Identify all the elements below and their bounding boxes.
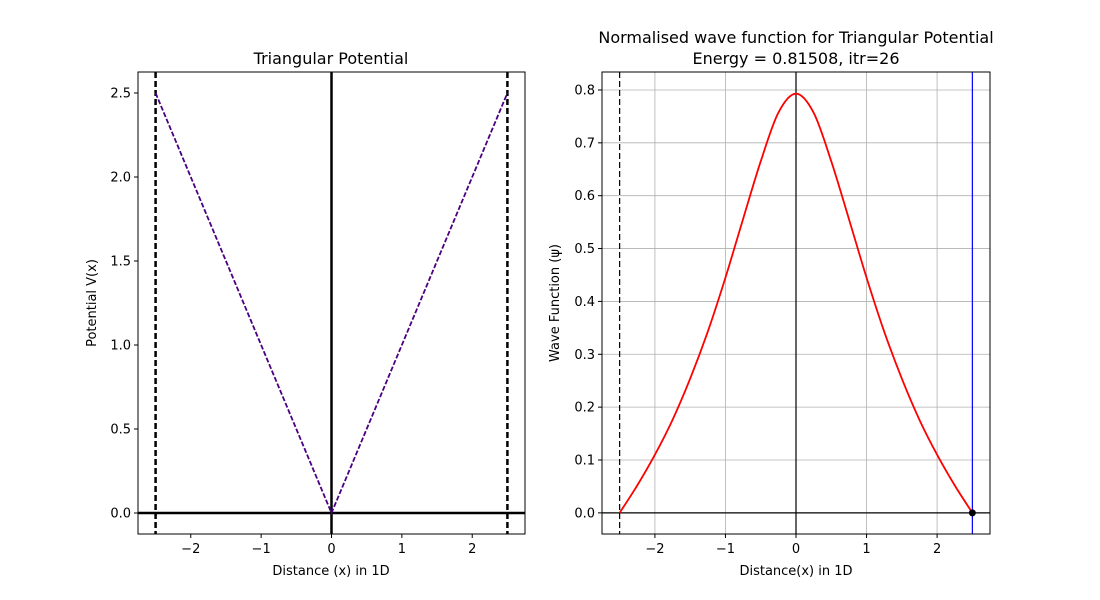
x-ticks: −2 −1 0 1 2: [645, 534, 941, 557]
x-tick-label: 1: [862, 542, 870, 557]
y-tick-label: 0.2: [574, 401, 595, 416]
wave-function-line: [618, 92, 974, 514]
y-axis-label: Potential V(x): [85, 259, 100, 347]
y-tick-label: 2.5: [110, 87, 131, 102]
x-axis-label: Distance (x) in 1D: [272, 564, 389, 579]
plot-layer: [138, 72, 525, 534]
y-ticks: 0.0 0.1 0.2 0.3 0.4 0.5 0.6 0.7 0.8: [574, 83, 602, 521]
y-tick-label: 0.4: [574, 295, 595, 310]
chart-title: Normalised wave function for Triangular …: [598, 28, 993, 47]
plot-layer: [602, 72, 990, 534]
y-tick-label: 2.0: [110, 171, 131, 186]
chart-subtitle: Energy = 0.81508, itr=26: [693, 49, 900, 68]
x-ticks: −2 −1 0 1 2: [181, 534, 476, 557]
y-axis-label: Wave Function (ψ): [548, 244, 563, 362]
x-tick-label: 1: [398, 542, 406, 557]
y-tick-label: 1.0: [110, 339, 131, 354]
wave-function-chart: Normalised wave function for Triangular …: [548, 28, 994, 579]
x-axis-label: Distance(x) in 1D: [739, 564, 852, 579]
y-tick-label: 0.1: [574, 453, 595, 468]
x-tick-label: 2: [933, 542, 941, 557]
y-tick-label: 0.6: [574, 189, 595, 204]
x-tick-label: 2: [468, 542, 476, 557]
x-tick-label: −1: [716, 542, 735, 557]
potential-curve-line: [154, 92, 509, 516]
x-tick-label: −2: [181, 542, 200, 557]
y-tick-label: 0.7: [574, 136, 595, 151]
x-tick-label: −1: [252, 542, 271, 557]
y-tick-label: 0.0: [574, 506, 595, 521]
y-tick-label: 0.5: [110, 423, 131, 438]
chart-title: Triangular Potential: [253, 49, 409, 68]
y-tick-label: 0.8: [574, 83, 595, 98]
y-tick-label: 0.5: [574, 242, 595, 257]
x-tick-label: −2: [645, 542, 664, 557]
x-tick-label: 0: [792, 542, 800, 557]
x-tick-label: 0: [327, 542, 335, 557]
y-ticks: 0.0 0.5 1.0 1.5 2.0 2.5: [110, 87, 138, 522]
y-tick-label: 1.5: [110, 255, 131, 270]
endpoint-marker: [968, 509, 976, 517]
y-tick-label: 0.3: [574, 348, 595, 363]
potential-chart: Triangular Potential −2 −1 0 1 2 0.0 0.5 1.0 1.…: [85, 49, 526, 579]
y-tick-label: 0.0: [110, 507, 131, 522]
